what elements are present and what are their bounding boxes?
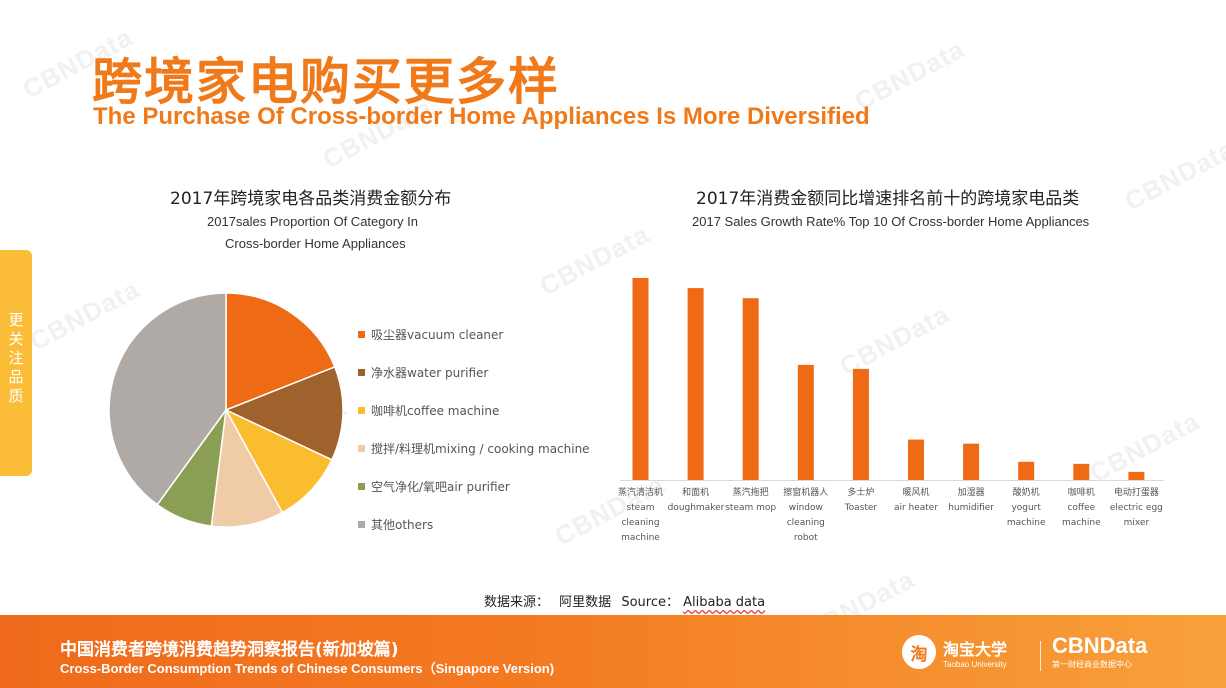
legend-label: 空气净化/氧吧air purifier	[371, 479, 510, 494]
report-title-en: Cross-Border Consumption Trends of Chine…	[60, 661, 555, 676]
pie-legend: 吸尘器vacuum cleaner 净水器water purifier 咖啡机cof…	[358, 315, 590, 543]
bar	[797, 364, 814, 480]
cbndata-logo: CBNData 第一财经商业数据中心	[1052, 633, 1147, 670]
legend-swatch	[358, 330, 365, 338]
bar	[632, 278, 649, 480]
legend-item: 空气净化/氧吧air purifier	[358, 467, 590, 505]
legend-label: 咖啡机coffee machine	[371, 403, 500, 418]
bar-category-label-en: steam cleaning machine	[621, 503, 660, 543]
pie-slice	[224, 365, 344, 461]
legend-label: 吸尘器vacuum cleaner	[371, 327, 504, 342]
pie-chart-subtitle-line1: 2017sales Proportion Of Category In	[207, 214, 419, 229]
legend-item: 净水器water purifier	[358, 353, 590, 391]
side-tab[interactable]: 更关注品质	[0, 250, 32, 476]
bar-category-label-en: Toaster	[844, 503, 878, 513]
source-label: 数据来源：	[484, 595, 550, 610]
bar-category-label-en: humidifier	[948, 503, 994, 513]
bar-category-label: 加湿器 humidifier	[943, 486, 999, 516]
bar-category-label-en: electric egg mixer	[1109, 503, 1163, 528]
pie-slice	[210, 407, 284, 528]
watermark: CBNData	[1119, 133, 1226, 217]
legend-label: 搅拌/料理机mixing / cooking machine	[371, 441, 590, 456]
legend-swatch	[358, 482, 365, 490]
bar-category-label: 蒸汽拖把 steam mop	[723, 486, 779, 516]
taobao-logo-name-en: Taobao University	[943, 659, 1007, 669]
bar-category-label-cn: 酸奶机	[1012, 488, 1040, 498]
pie-chart-subtitle-line2: Cross-border Home Appliances	[225, 236, 406, 251]
taobao-logo-name: 淘宝大学	[943, 639, 1008, 659]
footer-banner: 中国消费者跨境消费趋势洞察报告(新加坡篇) Cross-Border Consu…	[0, 615, 1226, 688]
bar-category-label-en: window cleaning robot	[786, 503, 825, 543]
bar	[852, 368, 869, 480]
legend-swatch	[358, 444, 365, 452]
bar-category-label-cn: 暖风机	[902, 488, 930, 498]
pie-slice	[225, 292, 336, 412]
bar-category-label: 多士炉 Toaster	[833, 486, 889, 516]
bar-chart	[620, 278, 1164, 481]
legend-item: 吸尘器vacuum cleaner	[358, 315, 590, 353]
bar-category-label: 酸奶机 yogurt machine	[998, 486, 1054, 531]
pie-slice	[108, 292, 227, 506]
bar-category-label-cn: 多士炉	[847, 488, 875, 498]
bar-category-label-cn: 咖啡机	[1067, 488, 1095, 498]
bar	[687, 288, 704, 480]
source-label-en: Source：	[621, 595, 679, 610]
source-name-cn: 阿里数据	[559, 595, 612, 610]
bar-category-label-cn: 和面机	[682, 488, 710, 498]
bar	[908, 439, 924, 480]
bar-category-label-en: doughmaker	[667, 503, 725, 513]
page-title: 跨境家电购买更多样	[92, 53, 560, 111]
page-subtitle: The Purchase Of Cross-border Home Applia…	[93, 103, 870, 130]
logo-divider	[1040, 641, 1041, 671]
bar-category-label: 咖啡机 coffee machine	[1053, 486, 1109, 531]
bar-category-label-en: yogurt machine	[1006, 503, 1046, 528]
bar-category-label-cn: 蒸汽拖把	[732, 488, 769, 498]
pie-slice	[224, 408, 333, 514]
bar-category-label-cn: 蒸汽清洁机	[617, 488, 663, 498]
side-tab-label: 更关注品质	[6, 312, 25, 407]
legend-swatch	[358, 406, 365, 414]
bar-category-label: 电动打蛋器 electric egg mixer	[1108, 486, 1164, 531]
bar-category-label-en: steam mop	[725, 503, 777, 513]
taobao-badge-icon: 淘	[902, 635, 936, 669]
legend-label: 其他others	[371, 517, 434, 532]
bar	[742, 298, 759, 480]
bar	[1128, 471, 1145, 480]
bar-chart-title: 2017年消费金额同比增速排名前十的跨境家电品类	[696, 189, 1080, 209]
bar-category-label-cn: 擦窗机器人	[783, 488, 829, 498]
bar-category-label: 和面机 doughmaker	[667, 486, 725, 516]
bar-category-label: 暖风机 air heater	[888, 486, 944, 516]
cbndata-logo-name: CBNData	[1052, 633, 1148, 658]
bar-category-label-en: air heater	[893, 503, 939, 513]
bar-category-label: 蒸汽清洁机 steam cleaning machine	[613, 486, 669, 546]
legend-item: 其他others	[358, 505, 590, 543]
taobao-university-logo: 淘 淘宝大学 Taobao University	[902, 635, 1007, 669]
bar	[1073, 463, 1090, 480]
bar-category-label-en: coffee machine	[1061, 503, 1101, 528]
legend-swatch	[358, 368, 365, 376]
bar-category-label-cn: 加湿器	[957, 488, 985, 498]
data-source: 数据来源： 阿里数据 Source： Alibaba data	[484, 591, 765, 610]
legend-item: 咖啡机coffee machine	[358, 391, 590, 429]
bar	[963, 443, 980, 480]
bar	[1018, 461, 1035, 480]
pie-chart	[108, 292, 344, 528]
report-title: 中国消费者跨境消费趋势洞察报告(新加坡篇)	[60, 640, 399, 660]
bar-category-label: 擦窗机器人 window cleaning robot	[778, 486, 834, 546]
bar-chart-subtitle: 2017 Sales Growth Rate% Top 10 Of Cross-…	[692, 214, 1090, 229]
cbndata-logo-tagline: 第一财经商业数据中心	[1052, 660, 1132, 669]
bar-category-label-cn: 电动打蛋器	[1113, 488, 1159, 498]
legend-item: 搅拌/料理机mixing / cooking machine	[358, 429, 590, 467]
legend-swatch	[358, 520, 365, 528]
legend-label: 净水器water purifier	[371, 365, 489, 380]
source-name-en: Alibaba data	[683, 595, 766, 610]
pie-chart-title: 2017年跨境家电各品类消费金额分布	[170, 189, 452, 209]
